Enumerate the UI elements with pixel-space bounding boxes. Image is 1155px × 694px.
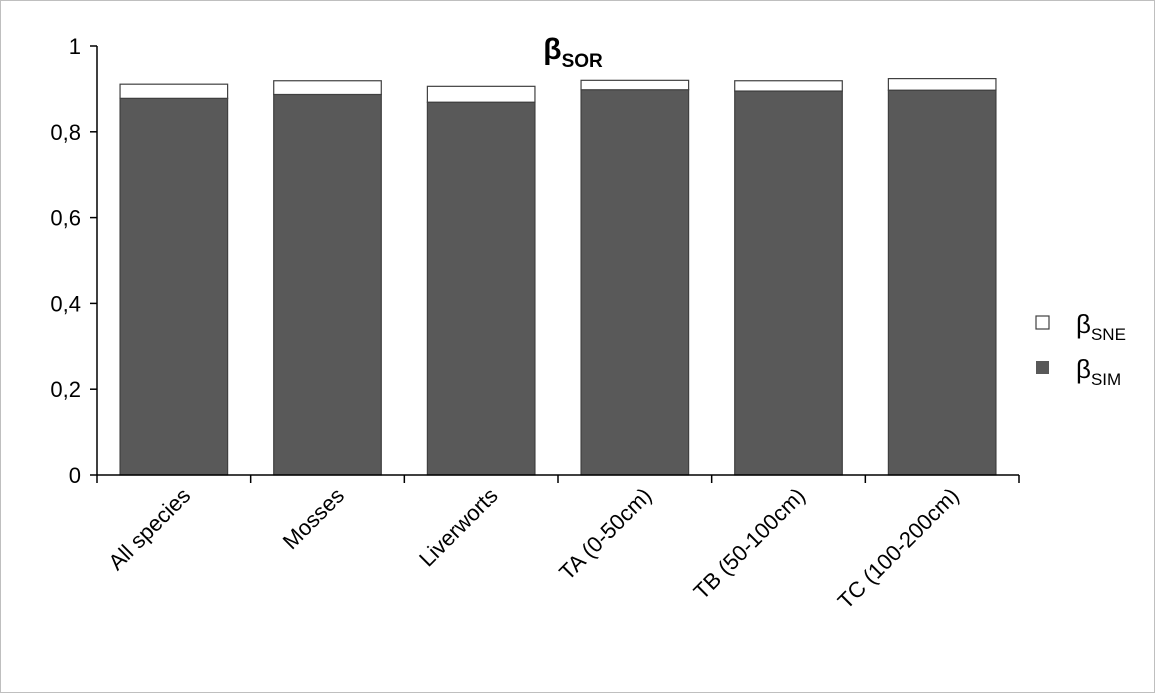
x-tick-label-2: Liverworts bbox=[414, 483, 503, 572]
chart-title-sub: SOR bbox=[562, 51, 603, 72]
legend: βSNE βSIM bbox=[1035, 309, 1126, 389]
x-ticks-layer: All species Mosses Liverworts TA (0-50cm) TB… bbox=[96, 475, 1020, 614]
bar-sne-0 bbox=[119, 83, 229, 99]
legend-swatch-sim bbox=[1036, 361, 1049, 374]
x-tick-label-0: All species bbox=[103, 483, 195, 575]
y-tick-label-0: 0 bbox=[69, 463, 81, 488]
x-tick-label-4: TB (50-100cm) bbox=[689, 483, 810, 604]
bar-sim-0 bbox=[119, 97, 229, 476]
x-tick-label-3: TA (0-50cm) bbox=[554, 483, 656, 585]
legend-swatch-sne bbox=[1035, 315, 1050, 330]
bar-sim-3 bbox=[580, 89, 690, 476]
y-tick-label-5: 1 bbox=[69, 34, 81, 59]
bar-sim-4 bbox=[734, 90, 843, 476]
bar-sim-5 bbox=[887, 89, 997, 476]
legend-label-sim: βSIM bbox=[1076, 354, 1121, 389]
legend-label-sim-main: β bbox=[1076, 354, 1091, 384]
bar-sim-1 bbox=[273, 93, 382, 476]
chart-title-main: β bbox=[543, 33, 561, 66]
legend-label-sne-main: β bbox=[1076, 309, 1091, 339]
y-tick-label-3: 0,6 bbox=[50, 206, 81, 231]
y-tick-label-1: 0,2 bbox=[50, 377, 81, 402]
legend-label-sne-sub: SNE bbox=[1091, 325, 1126, 344]
x-tick-label-1: Mosses bbox=[278, 483, 349, 554]
bar-sne-5 bbox=[887, 78, 997, 91]
bar-sne-4 bbox=[734, 80, 843, 92]
bar-sne-1 bbox=[273, 80, 382, 96]
y-ticks-layer: 0 0,2 0,4 0,6 0,8 1 bbox=[50, 34, 97, 488]
y-tick-label-2: 0,4 bbox=[50, 291, 81, 316]
bar-sim-2 bbox=[426, 101, 536, 476]
bar-sne-3 bbox=[580, 79, 690, 91]
legend-label-sim-sub: SIM bbox=[1091, 370, 1121, 389]
y-tick-label-4: 0,8 bbox=[50, 120, 81, 145]
legend-label-sne: βSNE bbox=[1076, 309, 1126, 344]
bars-layer bbox=[119, 78, 997, 476]
x-tick-label-5: TC (100-200cm) bbox=[833, 483, 964, 614]
axes-layer bbox=[96, 46, 1019, 476]
chart-title: βSOR bbox=[543, 33, 603, 72]
bar-sne-2 bbox=[426, 85, 536, 103]
